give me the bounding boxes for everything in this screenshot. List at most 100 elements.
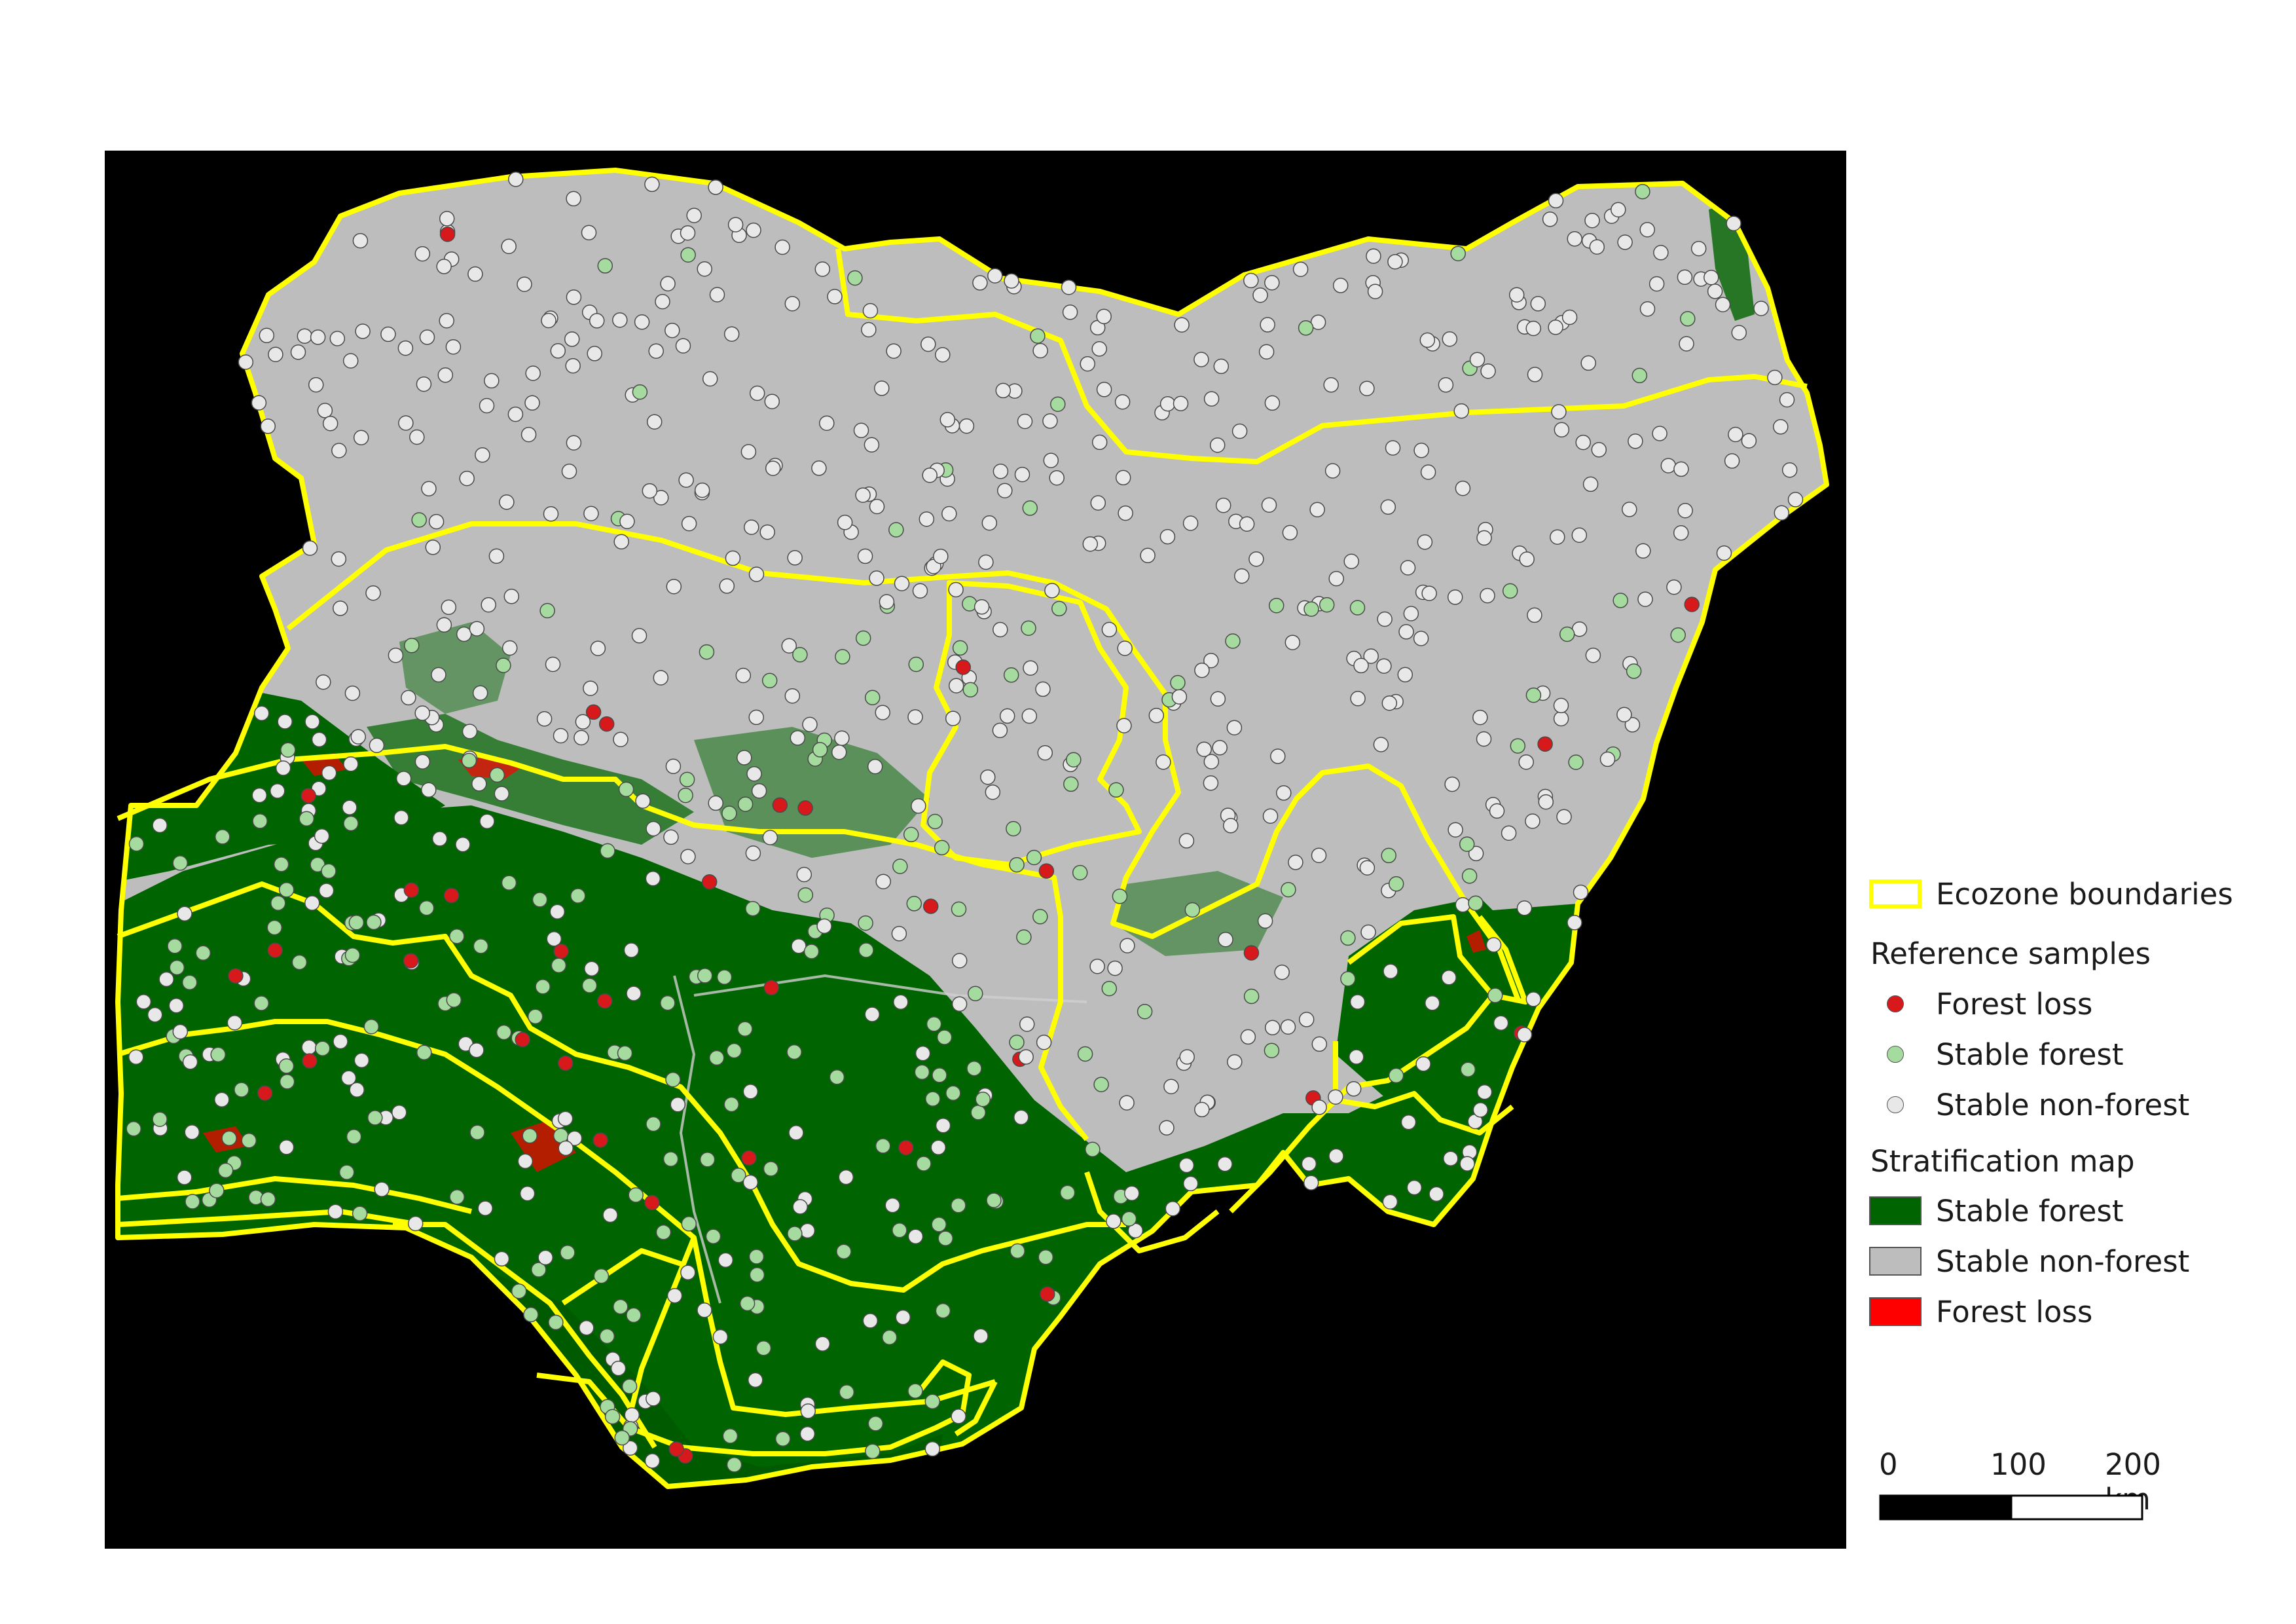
sample-stable-nonforest[interactable] bbox=[251, 787, 268, 803]
sample-stable-forest[interactable] bbox=[864, 690, 881, 706]
sample-stable-forest[interactable] bbox=[705, 1228, 721, 1244]
sample-stable-forest[interactable] bbox=[600, 843, 615, 859]
sample-stable-nonforest[interactable] bbox=[1080, 356, 1095, 372]
sample-stable-forest[interactable] bbox=[716, 969, 733, 985]
sample-stable-nonforest[interactable] bbox=[985, 784, 1001, 800]
sample-stable-nonforest[interactable] bbox=[168, 997, 185, 1014]
sample-stable-nonforest[interactable] bbox=[708, 795, 723, 811]
sample-stable-nonforest[interactable] bbox=[1082, 536, 1099, 552]
sample-stable-nonforest[interactable] bbox=[1556, 809, 1572, 825]
sample-stable-forest[interactable] bbox=[679, 771, 695, 788]
sample-stable-nonforest[interactable] bbox=[275, 760, 291, 776]
sample-forest-loss[interactable] bbox=[558, 1055, 574, 1071]
sample-stable-nonforest[interactable] bbox=[612, 312, 628, 328]
sample-stable-forest[interactable] bbox=[655, 1225, 672, 1240]
sample-stable-nonforest[interactable] bbox=[907, 1228, 924, 1245]
sample-stable-nonforest[interactable] bbox=[1715, 297, 1731, 312]
sample-stable-forest[interactable] bbox=[660, 995, 676, 1011]
sample-stable-nonforest[interactable] bbox=[1525, 813, 1540, 829]
sample-stable-nonforest[interactable] bbox=[456, 626, 472, 642]
sample-stable-nonforest[interactable] bbox=[1332, 278, 1349, 293]
sample-forest-loss[interactable] bbox=[553, 943, 569, 959]
sample-stable-forest[interactable] bbox=[934, 840, 950, 856]
sample-stable-nonforest[interactable] bbox=[407, 1215, 424, 1232]
sample-stable-nonforest[interactable] bbox=[619, 513, 635, 530]
sample-stable-nonforest[interactable] bbox=[1037, 745, 1053, 761]
sample-stable-forest[interactable] bbox=[181, 974, 198, 991]
sample-stable-forest[interactable] bbox=[539, 602, 555, 619]
sample-stable-nonforest[interactable] bbox=[735, 667, 752, 684]
sample-stable-nonforest[interactable] bbox=[1516, 1027, 1533, 1043]
sample-stable-nonforest[interactable] bbox=[1021, 708, 1038, 724]
sample-stable-forest[interactable] bbox=[532, 892, 548, 908]
sample-stable-nonforest[interactable] bbox=[1485, 937, 1502, 953]
sample-stable-nonforest[interactable] bbox=[1173, 396, 1189, 412]
sample-stable-nonforest[interactable] bbox=[1624, 717, 1641, 733]
sample-stable-nonforest[interactable] bbox=[802, 716, 818, 733]
sample-stable-forest[interactable] bbox=[632, 384, 648, 400]
sample-stable-nonforest[interactable] bbox=[1328, 570, 1344, 587]
sample-stable-nonforest[interactable] bbox=[1489, 803, 1505, 819]
sample-stable-forest[interactable] bbox=[535, 979, 551, 995]
sample-stable-nonforest[interactable] bbox=[884, 1197, 901, 1213]
ecozone-sudan-savanna[interactable] bbox=[286, 521, 1522, 1003]
sample-stable-nonforest[interactable] bbox=[1115, 470, 1131, 486]
sample-stable-nonforest[interactable] bbox=[857, 548, 873, 564]
sample-stable-nonforest[interactable] bbox=[784, 295, 801, 312]
sample-forest-loss[interactable] bbox=[228, 968, 244, 984]
sample-stable-forest[interactable] bbox=[152, 1111, 168, 1127]
sample-stable-nonforest[interactable] bbox=[1282, 525, 1298, 541]
sample-stable-nonforest[interactable] bbox=[1616, 707, 1632, 723]
sample-stable-nonforest[interactable] bbox=[1438, 377, 1454, 393]
sample-stable-forest[interactable] bbox=[787, 1226, 803, 1242]
sample-stable-forest[interactable] bbox=[932, 1067, 947, 1083]
sample-stable-nonforest[interactable] bbox=[520, 426, 537, 443]
sample-stable-forest[interactable] bbox=[489, 767, 505, 783]
sample-stable-nonforest[interactable] bbox=[524, 395, 540, 411]
sample-stable-nonforest[interactable] bbox=[1508, 287, 1525, 303]
sample-stable-forest[interactable] bbox=[252, 813, 268, 829]
sample-stable-forest[interactable] bbox=[916, 1156, 932, 1172]
sample-stable-nonforest[interactable] bbox=[869, 570, 884, 586]
sample-stable-nonforest[interactable] bbox=[1194, 1101, 1210, 1118]
sample-stable-forest[interactable] bbox=[945, 1085, 961, 1101]
sample-stable-nonforest[interactable] bbox=[855, 487, 871, 503]
sample-stable-nonforest[interactable] bbox=[1666, 579, 1682, 595]
sample-stable-forest[interactable] bbox=[1026, 849, 1042, 866]
sample-stable-nonforest[interactable] bbox=[1226, 720, 1243, 735]
sample-stable-nonforest[interactable] bbox=[624, 1407, 640, 1423]
sample-stable-nonforest[interactable] bbox=[184, 1124, 200, 1140]
sample-stable-nonforest[interactable] bbox=[1753, 301, 1769, 316]
sample-stable-forest[interactable] bbox=[829, 1069, 845, 1085]
sample-stable-forest[interactable] bbox=[786, 1044, 802, 1060]
sample-stable-forest[interactable] bbox=[469, 1124, 485, 1141]
sample-stable-nonforest[interactable] bbox=[665, 758, 682, 775]
sample-stable-nonforest[interactable] bbox=[1089, 958, 1105, 974]
sample-stable-nonforest[interactable] bbox=[471, 776, 487, 792]
sample-stable-nonforest[interactable] bbox=[1455, 480, 1471, 496]
sample-stable-forest[interactable] bbox=[903, 826, 919, 843]
sample-stable-nonforest[interactable] bbox=[1591, 442, 1607, 458]
sample-stable-forest[interactable] bbox=[1121, 1211, 1137, 1227]
sample-stable-nonforest[interactable] bbox=[501, 640, 518, 656]
sample-stable-nonforest[interactable] bbox=[1448, 822, 1463, 838]
sample-stable-nonforest[interactable] bbox=[1044, 583, 1060, 599]
sample-stable-nonforest[interactable] bbox=[935, 346, 951, 363]
sample-stable-forest[interactable] bbox=[496, 1024, 512, 1041]
sample-stable-forest[interactable] bbox=[531, 1262, 547, 1278]
sample-stable-forest[interactable] bbox=[1264, 1043, 1280, 1058]
sample-stable-nonforest[interactable] bbox=[1480, 363, 1496, 379]
sample-stable-nonforest[interactable] bbox=[428, 513, 445, 530]
sample-forest-loss[interactable] bbox=[403, 882, 420, 898]
sample-stable-nonforest[interactable] bbox=[951, 996, 968, 1012]
sample-stable-nonforest[interactable] bbox=[431, 831, 448, 847]
sample-forest-loss[interactable] bbox=[302, 1053, 318, 1069]
sample-stable-nonforest[interactable] bbox=[1649, 276, 1665, 292]
sample-stable-nonforest[interactable] bbox=[1611, 202, 1626, 217]
sample-stable-nonforest[interactable] bbox=[1261, 497, 1277, 513]
sample-stable-nonforest[interactable] bbox=[765, 460, 781, 476]
sample-stable-nonforest[interactable] bbox=[1196, 741, 1212, 757]
sample-stable-nonforest[interactable] bbox=[635, 793, 651, 809]
sample-stable-nonforest[interactable] bbox=[987, 268, 1003, 284]
sample-stable-nonforest[interactable] bbox=[445, 339, 462, 355]
